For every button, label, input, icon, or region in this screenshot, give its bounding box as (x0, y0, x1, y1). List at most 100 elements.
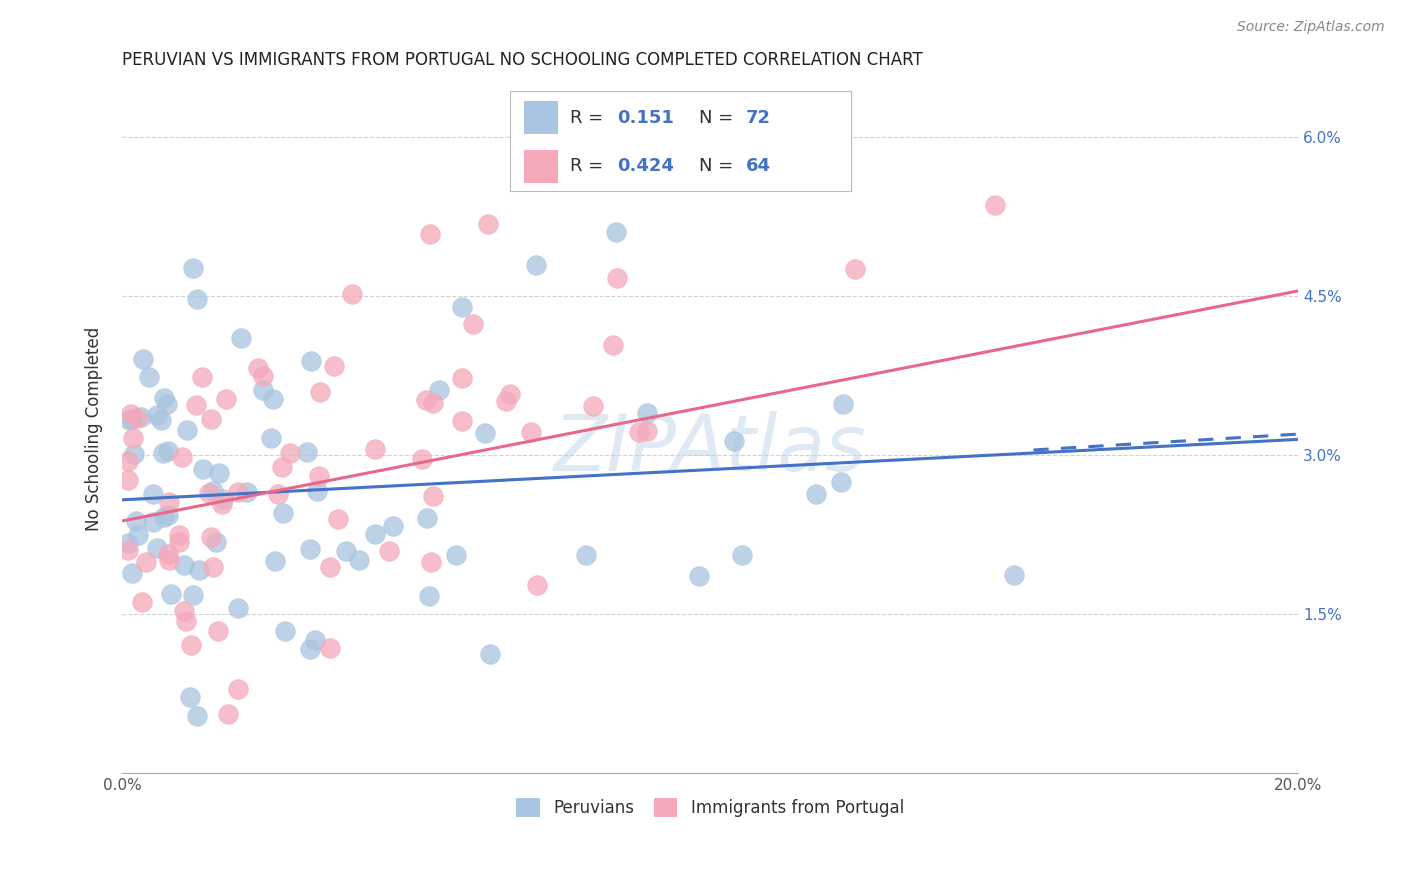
Point (411, 451, 433, 466)
Point (117, 536, 139, 550)
Point (215, 392, 238, 406)
Point (181, 588, 204, 602)
Point (463, 317, 485, 331)
Point (984, 198, 1007, 212)
Point (146, 541, 169, 556)
Point (723, 434, 745, 448)
Point (415, 393, 437, 408)
Point (499, 387, 522, 401)
Point (117, 473, 139, 487)
Text: PERUVIAN VS IMMIGRANTS FROM PORTUGAL NO SCHOOLING COMPLETED CORRELATION CHART: PERUVIAN VS IMMIGRANTS FROM PORTUGAL NO … (122, 51, 922, 69)
Point (478, 647, 501, 661)
Point (247, 360, 270, 375)
Point (252, 384, 274, 398)
Point (271, 506, 294, 520)
Point (179, 690, 201, 705)
Point (606, 271, 628, 285)
Point (636, 406, 658, 420)
Text: ZIPAtlas: ZIPAtlas (554, 411, 866, 487)
Point (451, 371, 474, 385)
Point (167, 528, 190, 542)
Point (207, 624, 229, 638)
Point (304, 633, 326, 648)
Point (364, 442, 387, 457)
Point (156, 444, 179, 458)
Point (202, 560, 225, 574)
Point (157, 547, 180, 561)
Y-axis label: No Schooling Completed: No Schooling Completed (86, 326, 103, 531)
Point (226, 484, 249, 499)
Point (688, 569, 710, 583)
Point (477, 217, 499, 231)
Point (605, 225, 627, 239)
Point (319, 640, 342, 655)
Point (830, 475, 852, 490)
Point (142, 486, 165, 500)
Point (308, 469, 330, 483)
Point (198, 486, 221, 500)
Point (117, 454, 139, 468)
Point (156, 396, 179, 410)
Point (270, 460, 292, 475)
Point (120, 407, 142, 421)
Point (415, 510, 437, 524)
Point (146, 408, 169, 422)
Point (231, 331, 253, 345)
Point (298, 641, 321, 656)
Point (167, 535, 190, 549)
Point (212, 492, 235, 507)
Point (804, 487, 827, 501)
Point (236, 485, 259, 500)
Point (186, 292, 208, 306)
Point (299, 353, 322, 368)
Point (186, 709, 208, 723)
Point (160, 587, 183, 601)
Point (422, 489, 444, 503)
Point (187, 563, 209, 577)
Point (205, 535, 228, 549)
Point (444, 548, 467, 562)
Point (349, 553, 371, 567)
Point (323, 359, 346, 374)
Point (636, 424, 658, 438)
Point (124, 447, 146, 461)
Point (173, 558, 195, 573)
Point (451, 301, 474, 315)
Point (274, 624, 297, 639)
Point (295, 445, 318, 459)
Point (474, 425, 496, 440)
Point (127, 411, 149, 425)
Point (524, 258, 547, 272)
Point (127, 527, 149, 541)
Point (117, 543, 139, 558)
Point (419, 227, 441, 242)
Point (1002, 567, 1025, 582)
Point (418, 589, 440, 603)
Point (378, 543, 401, 558)
Point (495, 394, 517, 409)
Legend: Peruvians, Immigrants from Portugal: Peruvians, Immigrants from Portugal (509, 791, 911, 823)
Point (602, 338, 624, 352)
Point (419, 555, 441, 569)
Point (335, 544, 357, 558)
Point (264, 553, 287, 567)
Text: Source: ZipAtlas.com: Source: ZipAtlas.com (1237, 20, 1385, 34)
Point (153, 392, 176, 406)
Point (298, 542, 321, 557)
Point (201, 484, 224, 499)
Point (382, 519, 405, 533)
Point (180, 639, 202, 653)
Point (121, 566, 143, 580)
Point (121, 412, 143, 426)
Point (200, 530, 222, 544)
Point (122, 432, 145, 446)
Point (226, 681, 249, 696)
Point (142, 515, 165, 529)
Point (118, 413, 141, 427)
Point (152, 510, 174, 524)
Point (156, 508, 179, 523)
Point (326, 512, 349, 526)
Point (211, 497, 233, 511)
Point (340, 286, 363, 301)
Point (228, 601, 250, 615)
